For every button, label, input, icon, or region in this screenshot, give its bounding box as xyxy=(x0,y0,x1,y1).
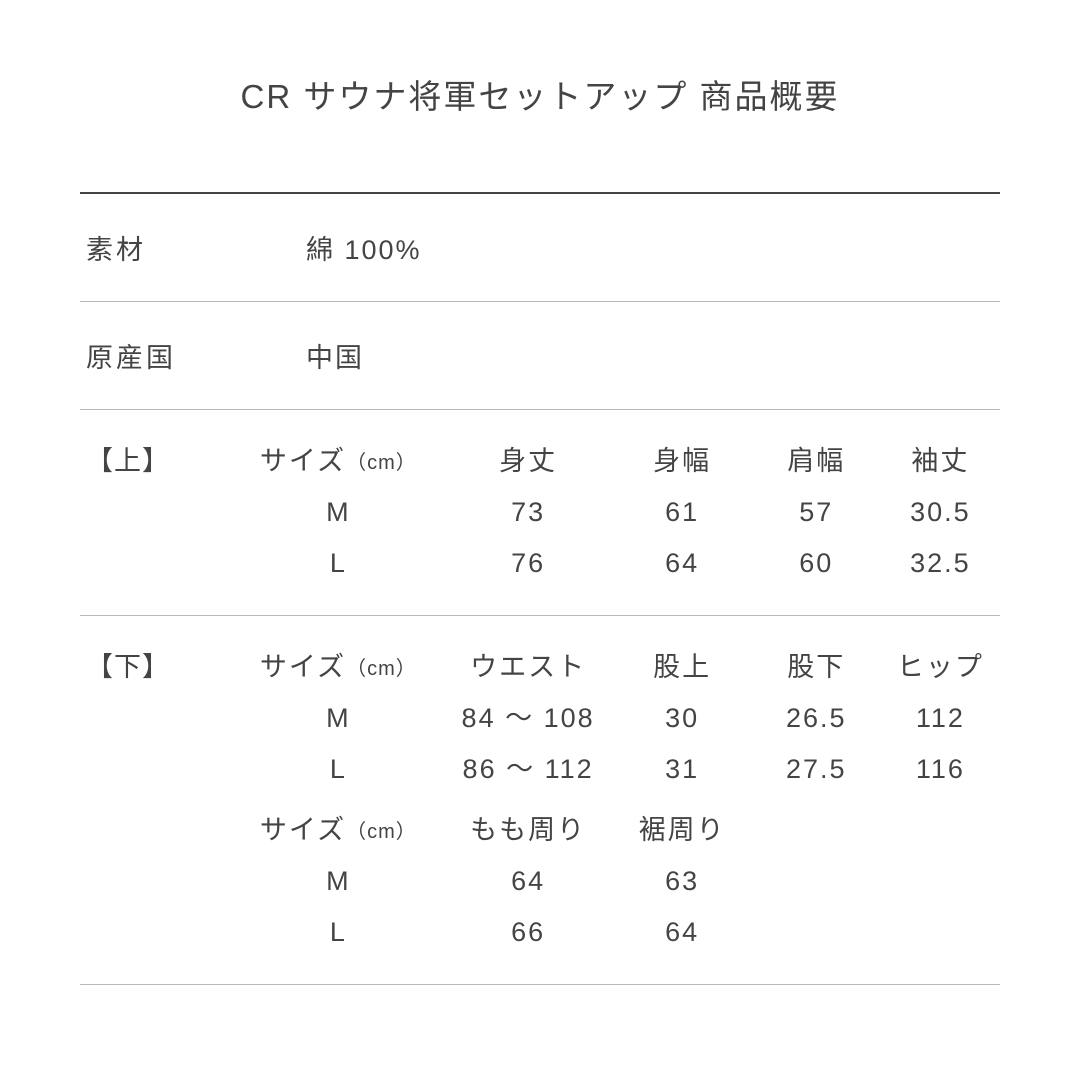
value-cell: 26.5 xyxy=(752,705,881,732)
origin-value: 中国 xyxy=(306,336,364,375)
value-cell: 64 xyxy=(444,868,613,895)
value-cell: 30 xyxy=(613,705,752,732)
size-cell: M xyxy=(233,868,444,895)
table-row: L 86 〜 112 31 27.5 116 xyxy=(80,744,1000,795)
col-header: 身丈 xyxy=(444,448,613,475)
table-row: L 76 64 60 32.5 xyxy=(80,538,1000,589)
table-row: M 64 63 xyxy=(80,856,1000,907)
size-unit: （cm） xyxy=(346,452,417,474)
size-cell: M xyxy=(233,499,444,526)
value-cell: 112 xyxy=(881,705,1000,732)
col-header: 袖丈 xyxy=(881,448,1000,475)
col-header: ウエスト xyxy=(444,654,613,681)
bottom-category: 【下】 xyxy=(80,654,233,681)
size-cell: M xyxy=(233,705,444,732)
top-header-row: 【上】 サイズ（cm） 身丈 身幅 肩幅 袖丈 xyxy=(80,436,1000,487)
bottom-header-row-1: 【下】 サイズ（cm） ウエスト 股上 股下 ヒップ xyxy=(80,642,1000,693)
size-header-text: サイズ xyxy=(260,652,346,682)
value-cell: 32.5 xyxy=(881,550,1000,577)
info-row-origin: 原産国 中国 xyxy=(80,302,1000,409)
value-cell: 63 xyxy=(613,868,752,895)
col-header: 股上 xyxy=(613,654,752,681)
product-overview: CR サウナ将軍セットアップ 商品概要 素材 綿 100% 原産国 中国 【上】… xyxy=(0,0,1080,1080)
value-cell: 116 xyxy=(881,756,1000,783)
col-header: 肩幅 xyxy=(752,448,881,475)
size-unit: （cm） xyxy=(346,821,417,843)
col-header: ヒップ xyxy=(881,654,1000,681)
value-cell: 64 xyxy=(613,919,752,946)
bottom-header-row-2: サイズ（cm） もも周り 裾周り xyxy=(80,805,1000,856)
origin-label: 原産国 xyxy=(80,336,306,375)
table-row: M 84 〜 108 30 26.5 112 xyxy=(80,693,1000,744)
size-header: サイズ（cm） xyxy=(233,448,444,475)
table-row: L 66 64 xyxy=(80,907,1000,958)
value-cell: 84 〜 108 xyxy=(444,705,613,732)
material-value: 綿 100% xyxy=(306,228,422,267)
value-cell: 27.5 xyxy=(752,756,881,783)
info-row-material: 素材 綿 100% xyxy=(80,194,1000,301)
page-title: CR サウナ将軍セットアップ 商品概要 xyxy=(80,70,1000,118)
value-cell: 66 xyxy=(444,919,613,946)
col-header: 身幅 xyxy=(613,448,752,475)
size-cell: L xyxy=(233,919,444,946)
value-cell: 30.5 xyxy=(881,499,1000,526)
size-header-text: サイズ xyxy=(260,446,346,476)
value-cell: 76 xyxy=(444,550,613,577)
divider-bottom xyxy=(80,984,1000,985)
value-cell: 64 xyxy=(613,550,752,577)
size-header: サイズ（cm） xyxy=(233,654,444,681)
col-header: もも周り xyxy=(444,817,613,844)
value-cell: 73 xyxy=(444,499,613,526)
value-cell: 86 〜 112 xyxy=(444,756,613,783)
size-unit: （cm） xyxy=(346,658,417,680)
size-cell: L xyxy=(233,550,444,577)
value-cell: 60 xyxy=(752,550,881,577)
top-spec-block: 【上】 サイズ（cm） 身丈 身幅 肩幅 袖丈 M 73 61 57 30.5 … xyxy=(80,410,1000,615)
material-label: 素材 xyxy=(80,228,306,267)
value-cell: 31 xyxy=(613,756,752,783)
table-row: M 73 61 57 30.5 xyxy=(80,487,1000,538)
size-header: サイズ（cm） xyxy=(233,817,444,844)
top-category: 【上】 xyxy=(80,448,233,475)
col-header: 裾周り xyxy=(613,817,752,844)
value-cell: 61 xyxy=(613,499,752,526)
bottom-spec-block: 【下】 サイズ（cm） ウエスト 股上 股下 ヒップ M 84 〜 108 30… xyxy=(80,616,1000,984)
col-header: 股下 xyxy=(752,654,881,681)
value-cell: 57 xyxy=(752,499,881,526)
size-cell: L xyxy=(233,756,444,783)
size-header-text: サイズ xyxy=(260,815,346,845)
